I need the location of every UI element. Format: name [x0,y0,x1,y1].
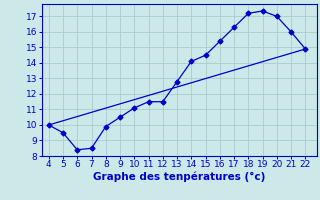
X-axis label: Graphe des tenpératures (°c): Graphe des tenpératures (°c) [93,172,265,182]
